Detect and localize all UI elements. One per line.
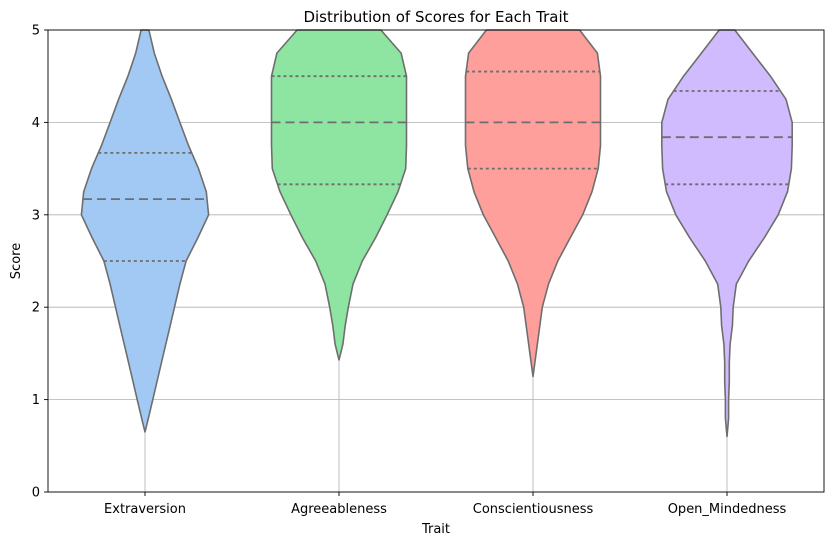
- y-tick-label: 3: [32, 208, 40, 223]
- plot-frame: [47, 29, 825, 493]
- chart-title: Distribution of Scores for Each Trait: [303, 8, 568, 26]
- y-tick-label: 2: [32, 301, 40, 316]
- x-tick-label: Extraversion: [104, 502, 186, 517]
- y-tick-label: 1: [32, 393, 40, 408]
- y-tick-label: 0: [32, 486, 40, 501]
- x-tick-label: Conscientiousness: [473, 502, 594, 517]
- x-axis-label: Trait: [421, 522, 450, 537]
- violin-body: [464, 29, 602, 378]
- violin-body: [80, 29, 210, 433]
- x-tick-label: Agreeableness: [291, 502, 387, 517]
- x-tick-label: Open_Mindedness: [668, 502, 787, 517]
- violin-body: [270, 29, 408, 361]
- violins: [80, 29, 793, 438]
- y-axis-label: Score: [9, 243, 24, 279]
- y-tick-label: 4: [32, 116, 40, 131]
- y-tick-label: 5: [32, 24, 40, 39]
- axis-ticks: 0 1 2 3 4 5 Extraversion Agreeableness Conscient…: [32, 24, 787, 518]
